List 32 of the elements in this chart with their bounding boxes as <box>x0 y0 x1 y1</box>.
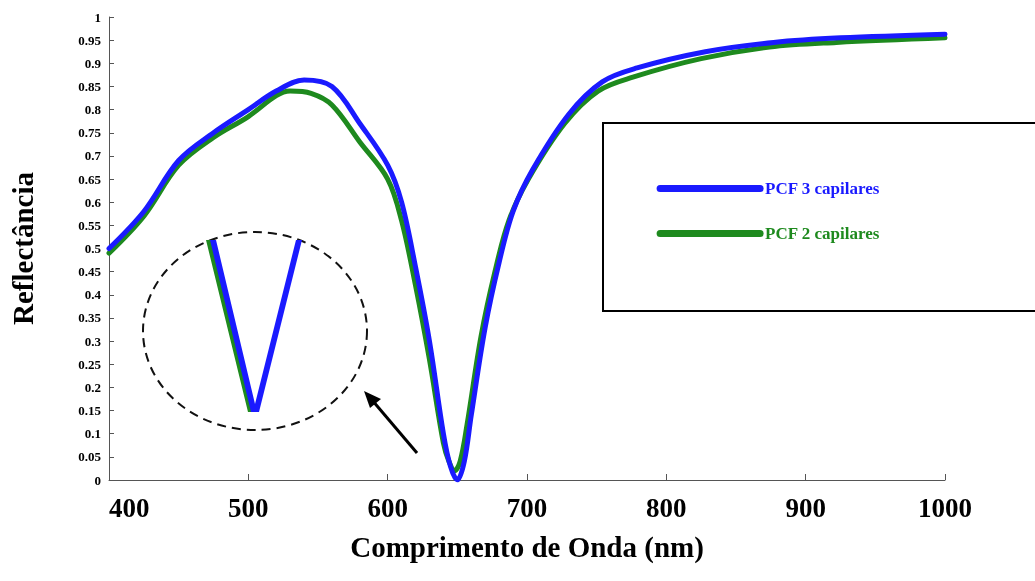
y-tick-label: 0.3 <box>84 333 102 349</box>
y-tick-label: 0.45 <box>78 264 102 280</box>
y-tick-label: 0.05 <box>78 449 102 465</box>
y-tick-label: 0.75 <box>78 125 102 141</box>
y-tick-label: 0.6 <box>84 194 102 210</box>
x-tick-label: 1000 <box>918 492 972 523</box>
y-tick-label: 0.2 <box>84 379 101 395</box>
y-axis-title: Reflectância <box>6 171 39 325</box>
x-tick-label: 800 <box>646 492 687 523</box>
y-tick-label: 0.65 <box>78 171 102 187</box>
y-tick-label: 0.35 <box>78 310 102 326</box>
text: PCF 3 capilares <box>765 179 880 198</box>
x-tick-label: 600 <box>367 492 408 523</box>
y-tick-label: 1 <box>94 9 101 25</box>
x-tick-label: 900 <box>785 492 826 523</box>
y-tick-label: 0.25 <box>78 356 102 372</box>
y-tick-label: 0.5 <box>84 241 102 256</box>
y-tick-label: 0.85 <box>78 78 102 94</box>
y-tick-label: 0.55 <box>78 217 102 233</box>
y-tick-label: 0 <box>94 472 101 488</box>
x-tick-label: 700 <box>506 492 548 523</box>
text: PCF 2 capilares <box>765 224 880 243</box>
x-axis-title: Comprimento de Onda (nm) <box>350 530 704 564</box>
y-tick-label: 0.4 <box>84 287 102 303</box>
x-tick-label: 500 <box>228 492 269 523</box>
y-tick-label: 0.9 <box>84 55 102 71</box>
y-tick-label: 0.7 <box>84 148 102 164</box>
y-tick-label: 0.15 <box>78 403 102 419</box>
y-tick-label: 0.1 <box>84 426 101 442</box>
x-tick-label: 400 <box>109 492 150 523</box>
y-tick-label: 0.95 <box>78 32 102 48</box>
y-tick-label: 0.8 <box>84 102 102 118</box>
